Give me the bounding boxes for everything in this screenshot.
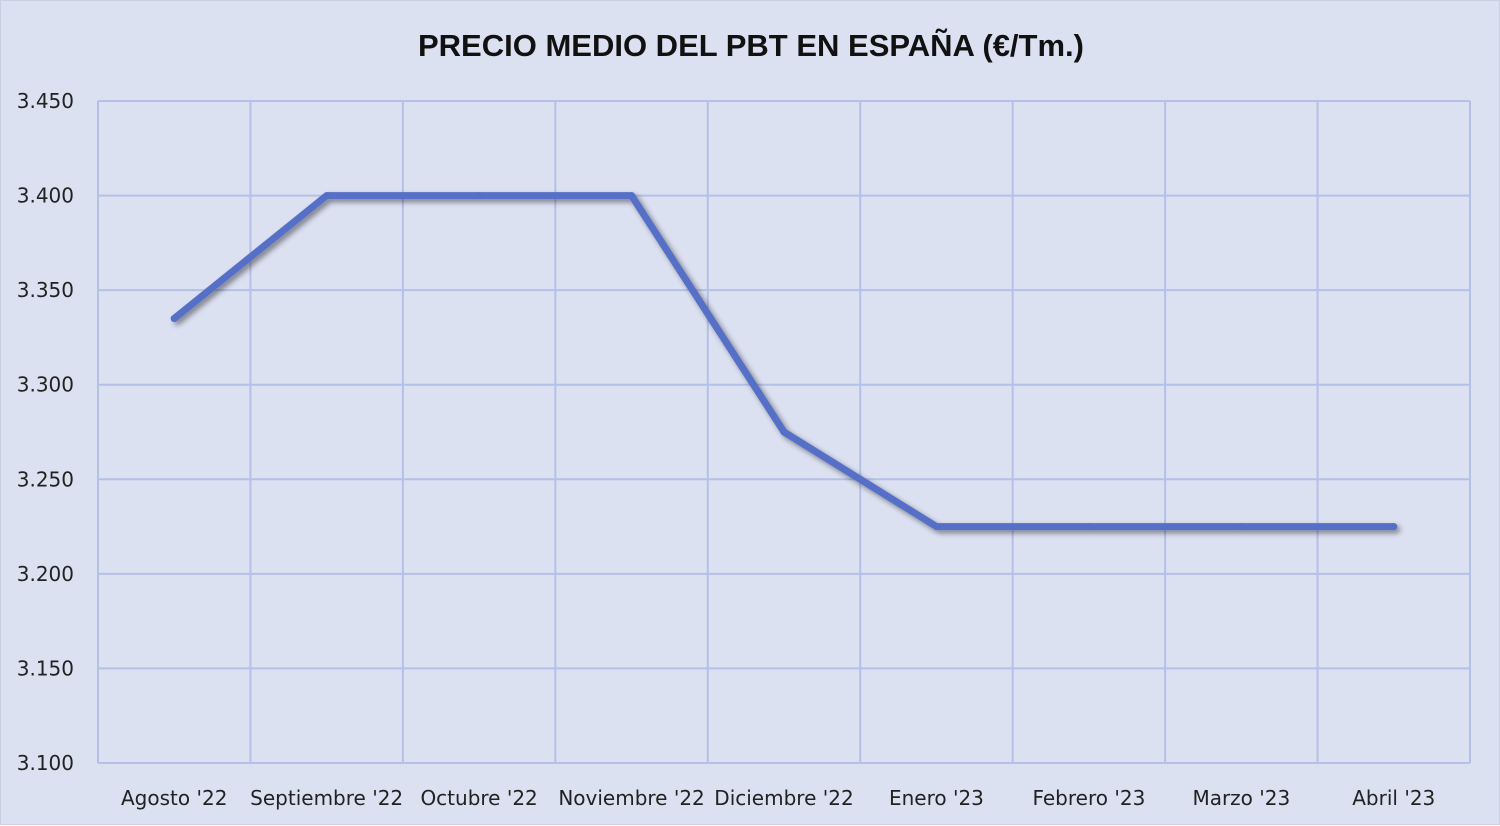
y-axis-ticks: 3.100 3.150 3.200 3.250 3.300 3.350 3.400 3.450	[17, 89, 74, 775]
chart-title: PRECIO MEDIO DEL PBT EN ESPAÑA (€/Tm.)	[418, 28, 1084, 63]
x-tick-label: Septiembre '22	[250, 786, 403, 810]
data-point	[1237, 523, 1245, 531]
y-tick-label: 3.350	[17, 278, 74, 302]
y-tick-label: 3.300	[17, 373, 74, 397]
y-tick-label: 3.100	[17, 751, 74, 775]
data-point	[628, 192, 636, 200]
x-tick-label: Agosto '22	[121, 786, 227, 810]
x-axis-ticks: Agosto '22 Septiembre '22 Octubre '22 Novie…	[121, 786, 1435, 810]
y-tick-label: 3.200	[17, 562, 74, 586]
x-tick-label: Febrero '23	[1032, 786, 1145, 810]
x-tick-label: Enero '23	[889, 786, 984, 810]
y-tick-label: 3.150	[17, 656, 74, 680]
data-point	[932, 523, 940, 531]
data-point	[780, 428, 788, 436]
x-tick-label: Octubre '22	[420, 786, 537, 810]
x-tick-label: Diciembre '22	[714, 786, 853, 810]
x-tick-label: Abril '23	[1352, 786, 1435, 810]
series-line	[170, 192, 1398, 531]
x-tick-label: Noviembre '22	[558, 786, 704, 810]
data-point	[1085, 523, 1093, 531]
y-tick-label: 3.250	[17, 467, 74, 491]
y-tick-label: 3.450	[17, 89, 74, 113]
data-point	[170, 315, 178, 323]
series-layer	[170, 192, 1398, 531]
data-point	[1390, 523, 1398, 531]
x-tick-label: Marzo '23	[1192, 786, 1290, 810]
y-tick-label: 3.400	[17, 184, 74, 208]
grid	[97, 100, 1471, 764]
data-point	[475, 192, 483, 200]
data-point	[323, 192, 331, 200]
